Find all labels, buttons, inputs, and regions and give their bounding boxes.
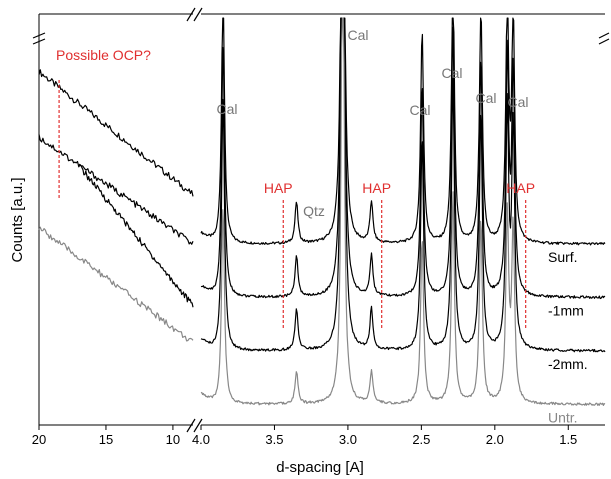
axis-break-right-1 [598, 32, 610, 39]
y-axis-title: Counts [a.u.] [9, 177, 26, 262]
series-label: Untr. [548, 409, 578, 425]
x-tick-label: 15 [99, 432, 113, 447]
traces [38, 17, 606, 406]
peak-label: Cal [441, 65, 462, 81]
series-labels: Surf. -1mm -2mm. Untr. [548, 249, 588, 425]
trace-right-series-2 [200, 17, 606, 353]
plot-frame [32, 7, 610, 433]
axis-break-top-2 [193, 7, 203, 22]
annotations: Cal Qtz Cal Cal Cal Cal Cal Possible OCP? HAP HAP… [56, 27, 535, 330]
x-tick-label: 1.5 [559, 432, 577, 447]
axis-break-left-2 [32, 38, 46, 45]
annotation-label: HAP [506, 180, 535, 196]
x-axis-title: d-spacing [A] [276, 459, 364, 476]
trace-right-series-1 [200, 17, 606, 300]
axis-break-bottom-2 [193, 418, 203, 433]
annotation-label: Possible OCP? [56, 47, 151, 63]
trace-right-series-0 [200, 17, 606, 246]
x-tick-label: 2.5 [412, 432, 430, 447]
annotation-label: HAP [264, 180, 293, 196]
x-tick-label: 3.0 [339, 432, 357, 447]
peak-label: Qtz [303, 203, 325, 219]
axis-break-left-1 [32, 32, 46, 39]
peak-label: Cal [409, 102, 430, 118]
annotation-label: HAP [362, 180, 391, 196]
x-tick-label: 20 [32, 432, 46, 447]
series-label: -1mm [548, 303, 584, 319]
trace-left-series-0 [38, 69, 194, 197]
trace-left-series-3 [38, 226, 194, 342]
axis-break-bottom-1 [186, 418, 196, 433]
trace-right-series-3 [200, 17, 606, 406]
axis-break-right-2 [598, 38, 610, 45]
peak-label: Cal [216, 101, 237, 117]
series-label: Surf. [548, 249, 578, 265]
trace-left-series-2 [78, 163, 194, 308]
axis-break-top-1 [186, 7, 196, 22]
x-ticks: 20 15 10 4.0 3.5 3.0 2.5 2.0 1.5 [32, 425, 577, 447]
x-tick-label: 10 [166, 432, 180, 447]
peak-label: Cal [347, 27, 368, 43]
peak-label: Cal [507, 94, 528, 110]
x-tick-label: 3.5 [265, 432, 283, 447]
x-tick-label: 2.0 [486, 432, 504, 447]
series-label: -2mm. [548, 356, 588, 372]
x-tick-label: 4.0 [192, 432, 210, 447]
peak-label: Cal [475, 90, 496, 106]
trace-left-series-1 [38, 134, 194, 245]
